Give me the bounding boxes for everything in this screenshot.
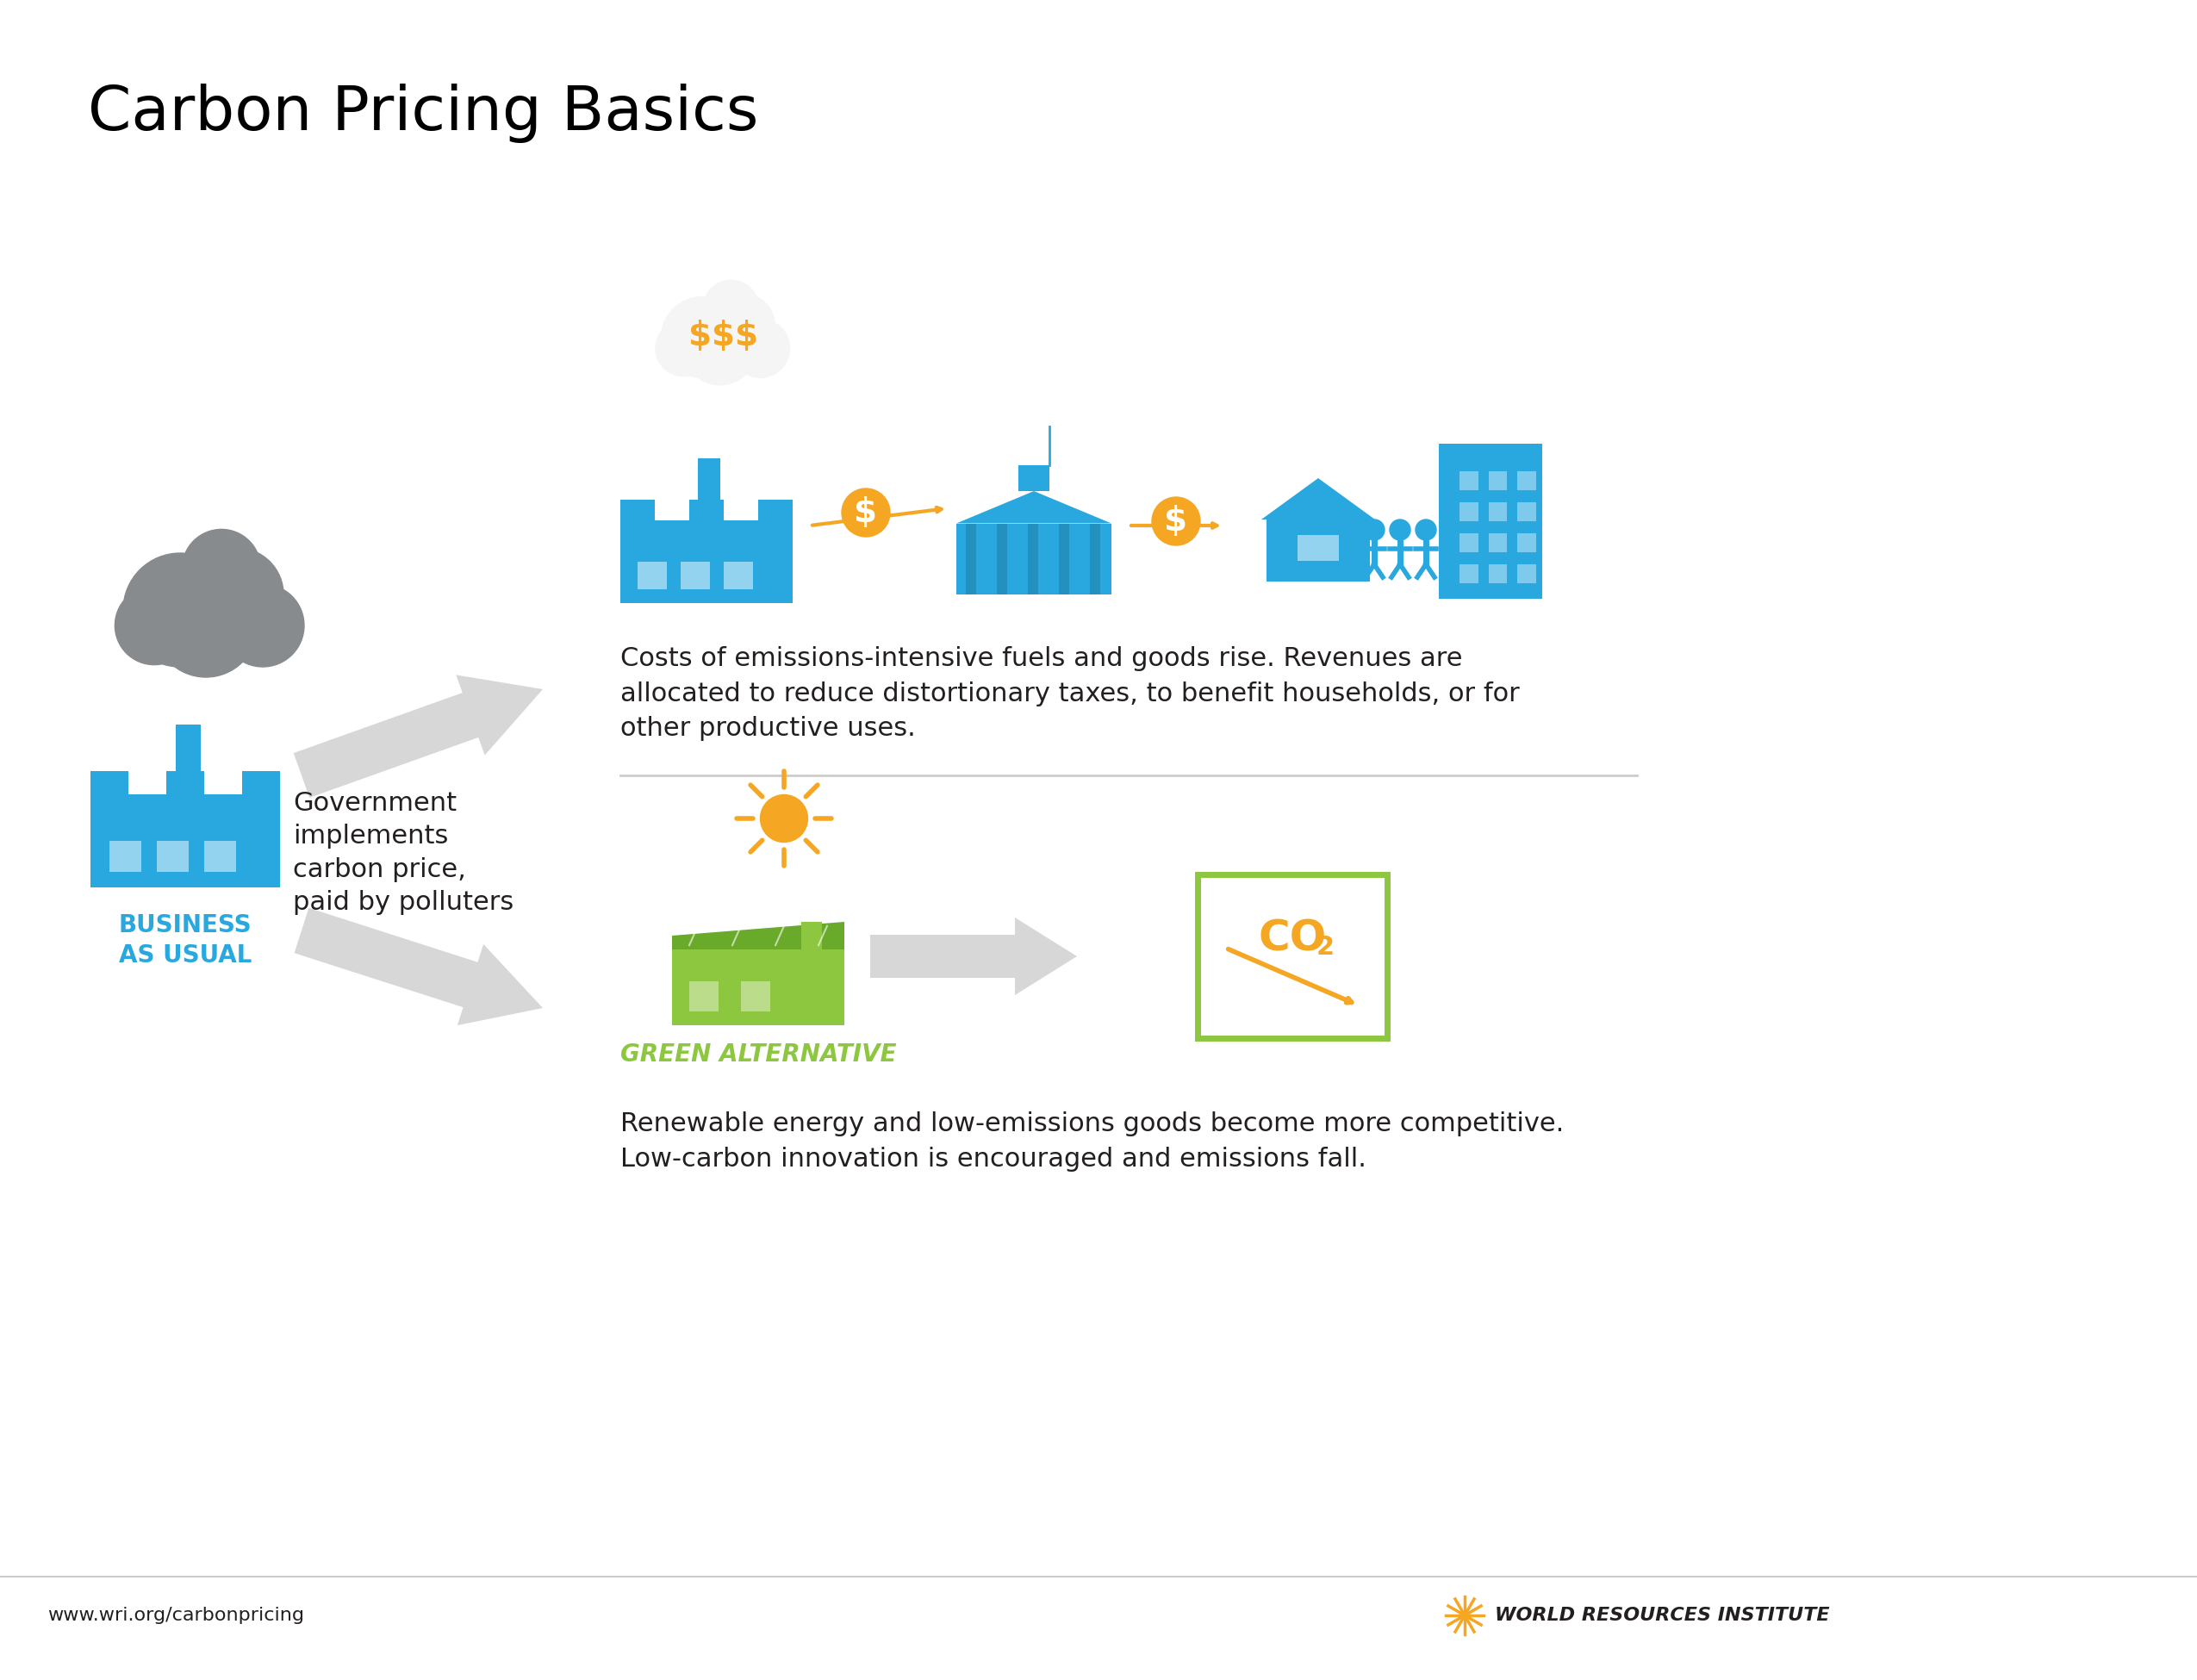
Bar	[1090, 524, 1101, 595]
Bar	[1459, 472, 1479, 491]
Polygon shape	[620, 499, 793, 521]
Text: BUSINESS
AS USUAL: BUSINESS AS USUAL	[119, 914, 253, 968]
Bar	[110, 842, 141, 872]
Circle shape	[1391, 519, 1410, 541]
Bar	[1019, 465, 1050, 491]
Bar	[1028, 524, 1039, 595]
Text: WORLD RESOURCES INSTITUTE: WORLD RESOURCES INSTITUTE	[1494, 1606, 1830, 1625]
Text: $$$: $$$	[690, 319, 758, 353]
Bar	[1518, 472, 1536, 491]
Bar	[1459, 564, 1479, 583]
Polygon shape	[870, 917, 1077, 995]
Bar	[204, 842, 237, 872]
Circle shape	[1151, 497, 1200, 546]
Text: 2: 2	[1316, 936, 1334, 961]
Bar	[1459, 502, 1479, 521]
FancyBboxPatch shape	[90, 795, 279, 887]
Circle shape	[760, 795, 808, 842]
Circle shape	[114, 586, 193, 665]
FancyBboxPatch shape	[620, 521, 793, 603]
Bar	[176, 724, 200, 771]
Polygon shape	[1261, 479, 1375, 519]
Bar	[1439, 444, 1542, 598]
Bar	[967, 524, 975, 595]
FancyBboxPatch shape	[1197, 875, 1386, 1038]
Text: Costs of emissions-intensive fuels and goods rise. Revenues are
allocated to red: Costs of emissions-intensive fuels and g…	[620, 647, 1520, 741]
Circle shape	[710, 294, 776, 360]
Bar	[1487, 534, 1507, 553]
Circle shape	[683, 312, 756, 385]
Circle shape	[123, 553, 237, 667]
Bar	[1487, 472, 1507, 491]
Circle shape	[661, 297, 743, 378]
Polygon shape	[294, 675, 543, 798]
Bar	[1298, 534, 1338, 561]
Bar	[1518, 534, 1536, 553]
Circle shape	[222, 585, 303, 667]
Bar	[672, 949, 844, 1025]
Circle shape	[732, 319, 789, 378]
Circle shape	[841, 489, 890, 536]
Bar	[997, 524, 1008, 595]
Polygon shape	[672, 922, 844, 949]
Bar	[1265, 519, 1371, 581]
Bar	[690, 981, 718, 1011]
Circle shape	[154, 575, 257, 677]
Bar	[1518, 502, 1536, 521]
Bar	[699, 459, 721, 499]
Circle shape	[182, 529, 261, 608]
Circle shape	[1364, 519, 1384, 541]
Text: $: $	[855, 496, 877, 529]
Bar	[740, 981, 771, 1011]
Bar	[1487, 564, 1507, 583]
Bar	[956, 524, 1112, 595]
Circle shape	[191, 548, 283, 642]
Bar	[802, 922, 822, 949]
Bar	[681, 561, 710, 590]
Text: CO: CO	[1259, 919, 1327, 959]
Text: Government
implements
carbon price,
paid by polluters: Government implements carbon price, paid…	[292, 791, 514, 916]
Text: Carbon Pricing Basics: Carbon Pricing Basics	[88, 84, 758, 143]
Circle shape	[1415, 519, 1437, 541]
Polygon shape	[956, 491, 1112, 524]
Bar	[156, 842, 189, 872]
Text: $: $	[1164, 506, 1189, 538]
Circle shape	[655, 321, 712, 376]
Text: Renewable energy and low-emissions goods become more competitive.
Low-carbon inn: Renewable energy and low-emissions goods…	[620, 1112, 1564, 1171]
Bar	[1487, 502, 1507, 521]
Bar	[637, 561, 668, 590]
Bar	[1518, 564, 1536, 583]
Bar	[723, 561, 754, 590]
Circle shape	[703, 281, 758, 336]
Polygon shape	[294, 907, 543, 1025]
Text: GREEN ALTERNATIVE: GREEN ALTERNATIVE	[620, 1043, 896, 1067]
Bar	[1459, 534, 1479, 553]
Text: www.wri.org/carbonpricing: www.wri.org/carbonpricing	[48, 1606, 303, 1625]
Polygon shape	[90, 771, 279, 795]
Bar	[1059, 524, 1070, 595]
